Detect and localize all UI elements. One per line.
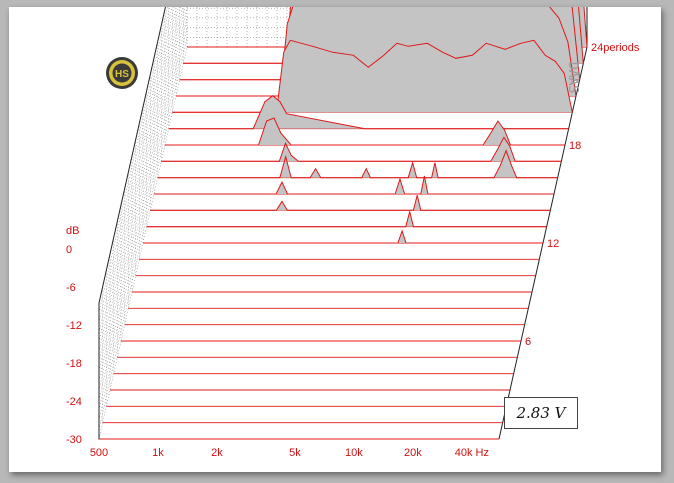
decay-slice-trace xyxy=(168,95,569,130)
decay-slice-trace xyxy=(143,229,543,244)
y-tick-label: 0 xyxy=(66,244,72,256)
decay-slice-fill xyxy=(154,176,554,194)
x-tick-label: 1k xyxy=(152,447,164,459)
axis-frame xyxy=(98,303,499,440)
voltage-label: 2.83 V xyxy=(504,397,578,429)
left-wall-gridline xyxy=(98,7,182,372)
left-wall-gridline xyxy=(98,8,188,401)
decay-slice-trace xyxy=(172,39,573,113)
left-wall-gridline xyxy=(98,7,179,362)
x-tick-label: 500 xyxy=(90,447,108,459)
period-tick-label: 18 xyxy=(569,140,581,152)
x-tick-label: 40k Hz xyxy=(455,447,489,459)
logo-text: HS xyxy=(115,69,129,80)
x-tick-label: 5k xyxy=(289,447,301,459)
decay-slice-trace xyxy=(150,195,551,211)
decay-slice-fill xyxy=(146,211,547,227)
decay-slice-fill xyxy=(172,40,573,113)
watermark: DAAS xyxy=(565,62,580,93)
left-wall-gridline xyxy=(98,27,188,420)
y-unit-label: dB xyxy=(66,225,79,237)
y-tick-label: -6 xyxy=(66,282,76,294)
left-wall-gridline xyxy=(98,7,173,333)
left-wall-gridline xyxy=(98,17,188,410)
back-wall-frame xyxy=(98,7,588,304)
y-tick-label: -12 xyxy=(66,320,82,332)
decay-slice-trace xyxy=(165,117,565,146)
y-tick-label: -24 xyxy=(66,396,82,408)
decay-slice-fill xyxy=(143,231,543,243)
decay-slice-fill xyxy=(165,118,565,145)
decay-slice-trace xyxy=(154,175,554,195)
decay-slice-trace xyxy=(161,136,562,162)
y-tick-label: -18 xyxy=(66,358,82,370)
left-wall-gridline xyxy=(98,7,168,313)
decay-slice-trace xyxy=(146,209,547,228)
x-tick-label: 20k xyxy=(404,447,422,459)
decay-slice-fill xyxy=(150,195,551,211)
period-tick-label: 6 xyxy=(525,336,531,348)
decay-slice-trace xyxy=(157,149,558,179)
waterfall-plot: 500 1k 2k 5k 10k 20k 40k Hz 0 -6 -12 -18 -24 -30 dB 6 1… xyxy=(66,7,640,459)
period-tick-label: 12 xyxy=(547,238,559,250)
period-tick-label: 24periods xyxy=(591,42,640,54)
left-wall-gridline xyxy=(98,7,184,381)
left-wall-gridline xyxy=(98,7,175,342)
x-tick-label: 10k xyxy=(345,447,363,459)
x-tick-label: 2k xyxy=(211,447,223,459)
left-wall-gridline xyxy=(98,7,171,323)
chart-card: 500 1k 2k 5k 10k 20k 40k Hz 0 -6 -12 -18 -24 -30 dB 6 1… xyxy=(9,7,661,472)
y-tick-label: -30 xyxy=(66,434,82,446)
logo: HS xyxy=(106,57,138,89)
